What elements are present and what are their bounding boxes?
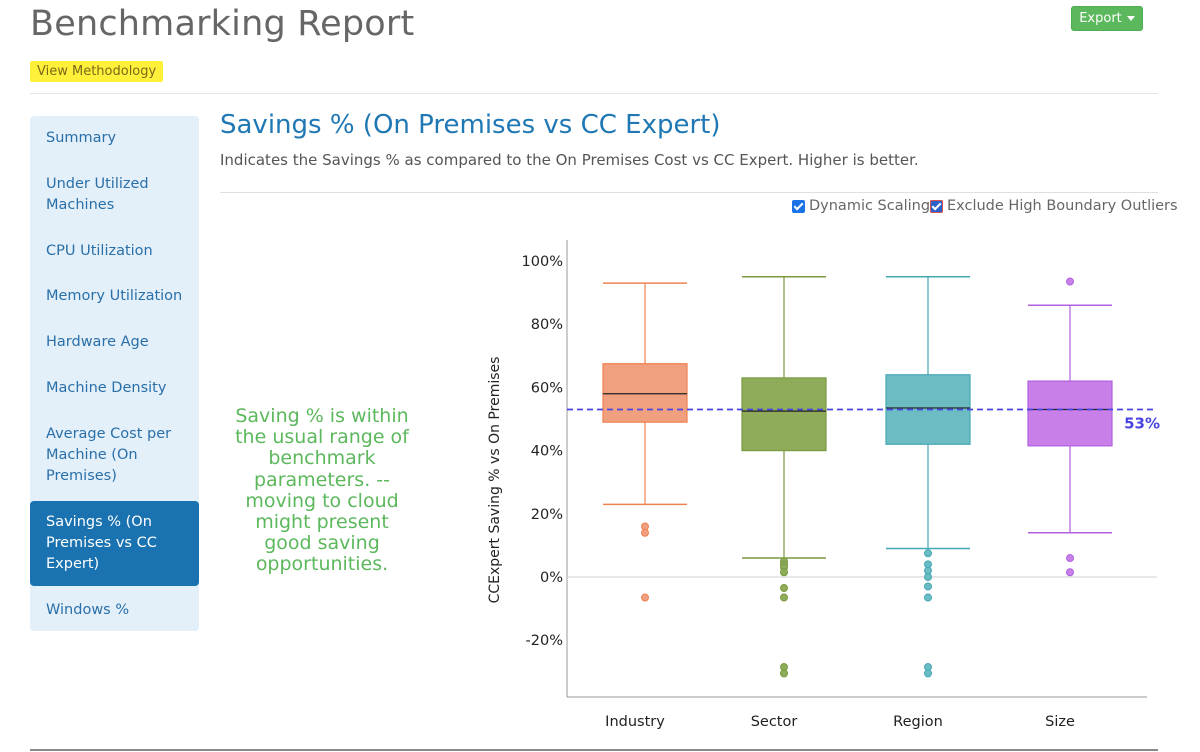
x-tick-label: Sector bbox=[751, 714, 798, 730]
section-divider bbox=[220, 192, 1158, 193]
outlier-point bbox=[1066, 568, 1074, 577]
insight-text: Saving % is within the usual range of be… bbox=[235, 405, 409, 576]
sidebar-item-memory-utilization[interactable]: Memory Utilization bbox=[46, 288, 183, 304]
exclude-outliers-checkbox[interactable] bbox=[930, 199, 943, 213]
outlier-point bbox=[641, 593, 649, 602]
section-description: Indicates the Savings % as compared to t… bbox=[220, 151, 919, 169]
outlier-point bbox=[924, 573, 932, 581]
exclude-outliers-label: Exclude High Boundary Outliers bbox=[947, 198, 1178, 214]
exclude-outliers-option[interactable]: Exclude High Boundary Outliers bbox=[930, 196, 1178, 216]
dynamic-scaling-checkbox[interactable] bbox=[792, 199, 805, 213]
section-title: Savings % (On Premises vs CC Expert) bbox=[220, 110, 721, 140]
y-tick-label: 60% bbox=[531, 380, 563, 396]
sidebar-item-windows[interactable]: Windows % bbox=[46, 602, 130, 618]
sidebar-item-cpu-utilization[interactable]: CPU Utilization bbox=[46, 243, 153, 259]
y-tick-label: 20% bbox=[531, 507, 563, 523]
dynamic-scaling-label: Dynamic Scaling bbox=[809, 198, 931, 214]
x-tick-label: Size bbox=[1045, 714, 1075, 730]
dynamic-scaling-option[interactable]: Dynamic Scaling bbox=[792, 196, 930, 216]
outlier-point bbox=[924, 593, 932, 602]
header-divider bbox=[30, 93, 1158, 94]
sidebar-item-hardware-age[interactable]: Hardware Age bbox=[46, 334, 149, 350]
outlier-point bbox=[641, 528, 649, 537]
outlier-point bbox=[1066, 277, 1074, 286]
export-label: Export bbox=[1079, 11, 1122, 26]
outlier-point bbox=[924, 669, 932, 678]
sidebar-item-summary[interactable]: Summary bbox=[46, 130, 117, 146]
y-axis-title: CCExpert Saving % vs On Premises bbox=[487, 357, 503, 604]
y-tick-label: 0% bbox=[540, 570, 563, 586]
y-tick-label: 100% bbox=[522, 254, 563, 270]
box-sector bbox=[741, 377, 827, 452]
export-button[interactable]: Export bbox=[1071, 6, 1143, 31]
outlier-point bbox=[924, 582, 932, 591]
reference-line-label: 53% bbox=[1124, 415, 1160, 433]
footer-divider bbox=[30, 749, 1158, 751]
x-tick-label: Industry bbox=[605, 714, 665, 730]
caret-down-icon bbox=[1126, 16, 1135, 21]
view-methodology-button[interactable]: View Methodology bbox=[30, 61, 164, 82]
y-tick-label: -20% bbox=[526, 633, 563, 649]
page-title: Benchmarking Report bbox=[30, 4, 415, 44]
outlier-point bbox=[780, 669, 788, 678]
y-tick-label: 40% bbox=[531, 444, 563, 460]
y-tick-label: 80% bbox=[531, 317, 563, 333]
sidebar-item-average-cost[interactable]: Average Cost per Machine (On Premises) bbox=[46, 426, 172, 484]
x-tick-label: Region bbox=[893, 714, 943, 730]
box-size bbox=[1027, 380, 1113, 447]
outlier-point bbox=[1066, 554, 1074, 563]
box-industry bbox=[602, 363, 688, 423]
sidebar-item-under-utilized-machines[interactable]: Under Utilized Machines bbox=[46, 176, 149, 213]
sidebar-item-savings[interactable]: Savings % (On Premises vs CC Expert) bbox=[30, 501, 199, 586]
sidebar: Summary Under Utilized Machines CPU Util… bbox=[30, 116, 199, 631]
outlier-point bbox=[780, 568, 788, 577]
outlier-point bbox=[924, 549, 932, 558]
outlier-point bbox=[780, 593, 788, 602]
sidebar-item-machine-density[interactable]: Machine Density bbox=[46, 380, 167, 396]
outlier-point bbox=[780, 584, 788, 593]
